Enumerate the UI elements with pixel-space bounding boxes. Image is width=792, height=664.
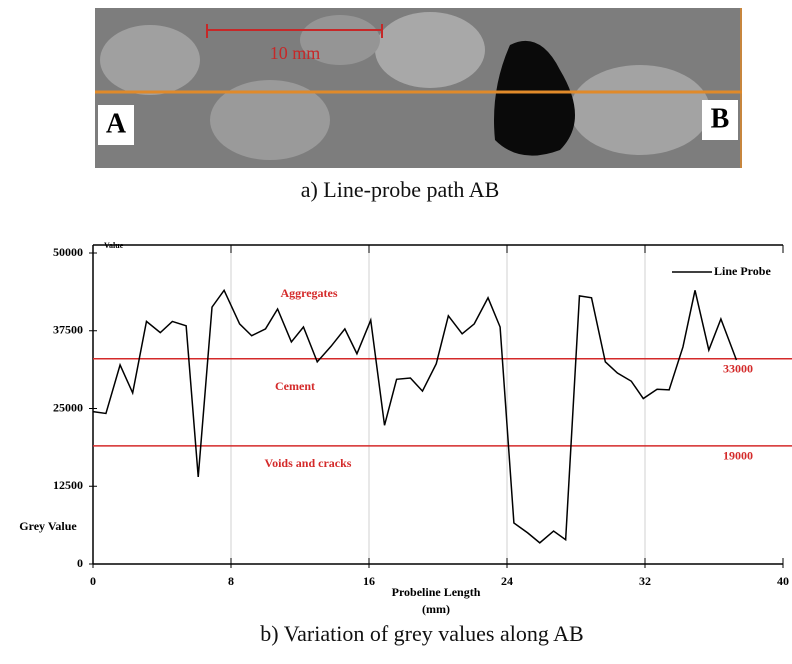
legend-label: Line Probe bbox=[714, 264, 771, 278]
caption: b) Variation of grey values along AB bbox=[260, 621, 583, 646]
label-box bbox=[98, 105, 134, 145]
x-tick-label: 32 bbox=[639, 574, 651, 588]
y-tick-label: 25000 bbox=[53, 400, 83, 414]
data-line bbox=[92, 288, 738, 544]
region-label: Cement bbox=[275, 379, 315, 393]
x-tick-label: 24 bbox=[501, 574, 513, 588]
point-label: A bbox=[106, 108, 127, 139]
y-tick-label: 12500 bbox=[53, 478, 83, 492]
x-unit: (mm) bbox=[422, 602, 450, 616]
x-tick-label: 0 bbox=[90, 574, 96, 588]
point-label: B bbox=[711, 103, 730, 134]
y-tick-label: 0 bbox=[77, 556, 83, 570]
x-tick-label: 16 bbox=[363, 574, 375, 588]
aggregate bbox=[210, 80, 330, 160]
label-box bbox=[702, 100, 738, 140]
threshold-label: 33000 bbox=[723, 361, 753, 375]
void bbox=[494, 40, 575, 156]
threshold-label: 19000 bbox=[723, 449, 753, 463]
aggregate bbox=[375, 12, 485, 88]
caption: a) Line-probe path AB bbox=[301, 177, 500, 202]
ct-image: 10 mm A B bbox=[95, 8, 742, 168]
x-tick-label: 40 bbox=[777, 574, 789, 588]
x-tick-label: 8 bbox=[228, 574, 234, 588]
x-label: Probeline Length bbox=[392, 585, 481, 599]
y-tick-label: 50000 bbox=[53, 245, 83, 259]
aggregate bbox=[100, 25, 200, 95]
aggregate bbox=[300, 15, 380, 65]
y-label: Grey Value bbox=[19, 519, 77, 533]
region-label: Aggregates bbox=[280, 286, 337, 300]
region-label: Voids and cracks bbox=[265, 456, 352, 470]
scale-label: 10 mm bbox=[270, 43, 321, 63]
aggregate bbox=[570, 65, 710, 155]
y-tick-label: 37500 bbox=[53, 323, 83, 337]
